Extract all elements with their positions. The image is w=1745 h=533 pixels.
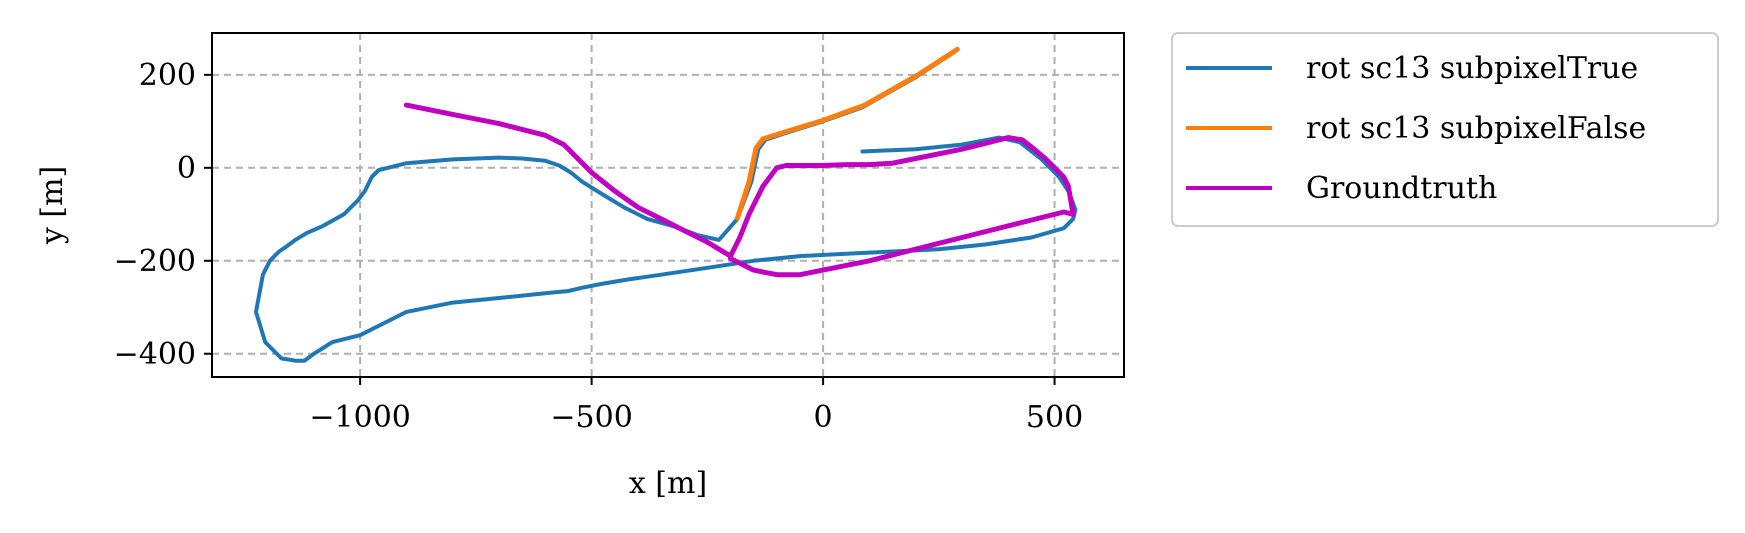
legend-label-groundtruth: Groundtruth — [1306, 171, 1497, 206]
y-tick-label: 200 — [139, 58, 196, 93]
x-tick-label: −500 — [550, 400, 632, 435]
ticks: −1000 −500 0 500 200 0 −200 −400 — [114, 58, 1084, 435]
x-axis-label: x [m] — [629, 466, 707, 501]
y-tick-label: −400 — [114, 337, 196, 372]
y-axis-label: y [m] — [35, 166, 70, 245]
plot-frame — [211, 32, 1125, 378]
legend-label-subpixel-false: rot sc13 subpixelFalse — [1306, 111, 1646, 146]
series-line-1 — [734, 46, 960, 221]
legend-frame — [1171, 32, 1719, 227]
plot-area: −1000 −500 0 500 200 0 −200 −400 — [114, 32, 1125, 435]
series-line-0 — [254, 49, 1078, 363]
series-layer — [254, 46, 1078, 363]
x-tick-label: 0 — [814, 400, 833, 435]
series-line-2 — [403, 102, 1076, 278]
grid — [212, 33, 1124, 377]
legend: rot sc13 subpixelTrue rot sc13 subpixelF… — [1171, 32, 1719, 227]
legend-label-subpixel-true: rot sc13 subpixelTrue — [1306, 51, 1638, 86]
x-tick-label: 500 — [1026, 400, 1083, 435]
x-tick-label: −1000 — [309, 400, 410, 435]
y-tick-label: 0 — [177, 151, 196, 186]
y-tick-label: −200 — [114, 244, 196, 279]
